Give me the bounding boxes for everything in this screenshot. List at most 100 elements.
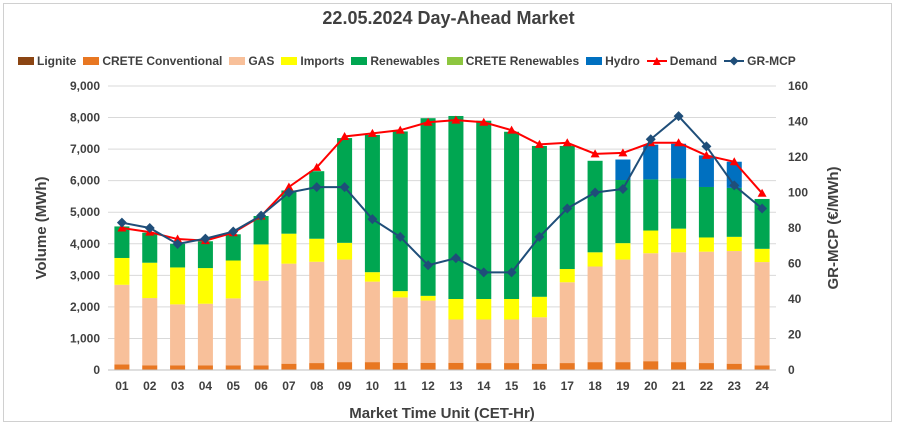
legend-swatch [351,57,368,65]
y-tick-label: 7,000 [70,142,100,156]
bar-segment [225,365,241,370]
legend-item: CRETE Renewables [446,54,579,68]
bar-segment [170,267,186,305]
bar-segment [531,145,547,297]
bar-segment [754,248,770,263]
bar-segment [643,144,659,180]
bar-segment [587,252,603,267]
bar-segment [754,365,770,370]
bar-segment [114,284,130,365]
series-point [701,150,711,159]
bar-segment [504,299,520,320]
x-tick-label: 04 [199,379,213,393]
x-tick-label: 07 [282,379,296,393]
bar-segment [420,295,436,301]
series-point [423,117,433,126]
legend-swatch [446,57,463,65]
bar-segment [476,319,492,364]
legend-label: Imports [300,54,345,68]
bar-segment [615,362,631,370]
legend-label: CRETE Conventional [102,54,223,68]
series-point [311,182,322,193]
bar-segment [754,262,770,366]
bar-segment [615,259,631,363]
bar-segment [309,171,325,239]
bar-segment [253,365,269,370]
y-tick-label: 0 [93,363,100,377]
x-tick-label: 14 [477,379,491,393]
series-point [507,125,517,134]
x-tick-label: 23 [728,379,742,393]
series-point [701,141,712,152]
bar-segment [698,155,714,187]
legend-swatch [229,57,246,65]
bar-segment [114,226,130,258]
bar-segment [671,143,687,179]
y2-tick-label: 160 [788,79,808,93]
y2-tick-label: 120 [788,150,808,164]
x-axis-title: Market Time Unit (CET-Hr) [349,405,535,422]
bar-segment [420,362,436,370]
bar-segment [643,179,659,231]
y2-tick-label: 100 [788,186,808,200]
y-tick-label: 9,000 [70,79,100,93]
chart-legend: Lignite CRETE Conventional GAS Imports Renew… [18,52,803,70]
y2-tick-label: 0 [788,363,795,377]
series-point [144,223,155,233]
series-point [479,117,489,126]
y-tick-label: 5,000 [70,205,100,219]
y-tick-label: 1,000 [70,331,100,345]
bar-segment [142,365,158,370]
series-point [729,157,739,166]
bar-segment [364,272,380,282]
x-tick-label: 12 [421,379,435,393]
bar-segment [726,363,742,370]
series-point [339,182,350,193]
bar-segment [587,160,603,253]
bar-segment [281,233,297,264]
bar-segment [392,291,408,298]
bar-segment [337,242,353,260]
x-tick-label: 01 [115,379,129,393]
series-point [534,231,545,242]
series-point [450,253,461,264]
series-point [534,139,544,148]
legend-item: Renewables [351,54,440,68]
x-tick-label: 15 [505,379,519,393]
bar-segment [142,298,158,366]
bar-segment [698,186,714,238]
x-tick-label: 16 [533,379,547,393]
bar-segment [114,257,130,285]
bar-segment [309,261,325,364]
bar-segment [197,303,213,366]
bar-segment [698,237,714,252]
x-tick-label: 10 [366,379,380,393]
bar-segment [531,296,547,318]
legend-label: GR-MCP [747,54,796,68]
legend-swatch [586,57,603,65]
chart-frame [3,3,892,422]
legend-label: GAS [248,54,275,68]
series-point [200,233,211,244]
bar-segment [281,190,297,234]
bar-segment [364,134,380,273]
bar-segment [197,365,213,370]
series-point [283,187,294,198]
bar-segment [114,364,130,370]
y-tick-label: 4,000 [70,237,100,251]
legend-item: Hydro [586,54,640,68]
y-tick-label: 2,000 [70,300,100,314]
series-point [284,182,294,191]
bar-segment [476,120,492,299]
x-tick-label: 17 [561,379,575,393]
bar-segment [671,362,687,370]
bar-segment [225,260,241,299]
legend-label: Lignite [37,54,77,68]
y2-tick-label: 80 [788,221,802,235]
bar-segment [671,228,687,253]
y-tick-label: 3,000 [70,268,100,282]
legend-swatch [83,57,100,65]
bar-segment [253,244,269,281]
x-tick-label: 21 [672,379,686,393]
x-tick-label: 05 [227,379,241,393]
